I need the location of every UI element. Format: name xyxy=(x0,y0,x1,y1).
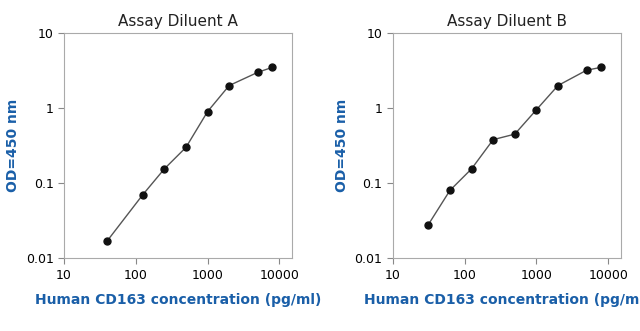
X-axis label: Human CD163 concentration (pg/ml): Human CD163 concentration (pg/ml) xyxy=(364,293,640,307)
Title: Assay Diluent A: Assay Diluent A xyxy=(118,14,238,29)
Y-axis label: OD=450 nm: OD=450 nm xyxy=(335,99,349,192)
Title: Assay Diluent B: Assay Diluent B xyxy=(447,14,567,29)
X-axis label: Human CD163 concentration (pg/ml): Human CD163 concentration (pg/ml) xyxy=(35,293,321,307)
Y-axis label: OD=450 nm: OD=450 nm xyxy=(6,99,20,192)
